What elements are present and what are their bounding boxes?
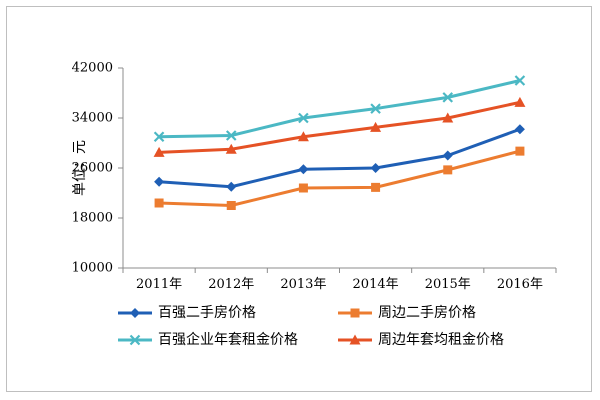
data-point <box>225 143 237 154</box>
y-axis-title: 单位：元 <box>72 140 88 196</box>
legend-marker <box>350 308 360 318</box>
y-tick-label: 42000 <box>72 61 113 76</box>
series-line <box>159 149 521 207</box>
series-3 <box>153 75 526 143</box>
series-1 <box>154 124 525 192</box>
y-tick-label: 34000 <box>72 111 113 126</box>
legend-item: 百强企业年套租金价格 <box>118 331 298 348</box>
series-4 <box>153 96 526 157</box>
series-2 <box>154 146 525 210</box>
data-point <box>226 181 237 192</box>
series-line <box>159 79 521 139</box>
legend-marker <box>130 308 140 318</box>
series-line <box>158 127 521 189</box>
data-point <box>298 183 308 193</box>
data-point <box>514 75 526 86</box>
data-point <box>298 112 309 124</box>
data-point <box>514 124 525 135</box>
chart-frame <box>6 6 592 392</box>
data-point <box>370 163 381 173</box>
y-ticks: 10000 18000 26000 34000 42000 <box>72 61 123 276</box>
y-tick-label: 10000 <box>72 261 113 276</box>
data-point <box>514 96 526 107</box>
data-point <box>371 182 381 192</box>
data-point <box>370 103 381 114</box>
data-point <box>297 131 309 142</box>
data-point <box>154 176 165 187</box>
data-point <box>370 121 382 132</box>
legend-label: 周边二手房价格 <box>378 305 476 321</box>
data-point <box>225 130 237 141</box>
x-tick-label: 2011年 <box>136 277 182 292</box>
data-point <box>442 92 454 103</box>
y-tick-label: 26000 <box>72 161 113 176</box>
data-point <box>443 165 453 175</box>
data-point <box>442 150 453 161</box>
legend-label: 周边年套均租金价格 <box>378 332 504 348</box>
data-point <box>298 164 309 175</box>
data-point <box>153 131 165 143</box>
legend-label: 百强企业年套租金价格 <box>158 331 298 348</box>
legend-item: 百强二手房价格 <box>118 305 256 321</box>
x-ticks: 2011年 2012年 2013年 2014年 2015年 2016年 <box>122 268 557 292</box>
legend-item: 周边年套均租金价格 <box>338 332 504 348</box>
x-tick-label: 2015年 <box>425 277 471 292</box>
legend-marker <box>129 334 141 346</box>
legend-item: 周边二手房价格 <box>338 305 476 321</box>
x-tick-label: 2016年 <box>497 277 543 292</box>
series-group <box>153 75 526 210</box>
x-tick-label: 2012年 <box>208 277 254 292</box>
legend-marker <box>349 334 361 345</box>
x-tick-label: 2013年 <box>280 277 326 292</box>
x-tick-label: 2014年 <box>353 277 399 292</box>
series-line <box>159 100 521 154</box>
legend-label: 百强二手房价格 <box>158 305 256 321</box>
data-point <box>154 198 164 208</box>
data-point <box>153 146 165 157</box>
data-point <box>515 146 525 156</box>
data-point <box>442 112 454 123</box>
y-tick-label: 18000 <box>72 211 113 226</box>
data-point <box>226 201 236 210</box>
